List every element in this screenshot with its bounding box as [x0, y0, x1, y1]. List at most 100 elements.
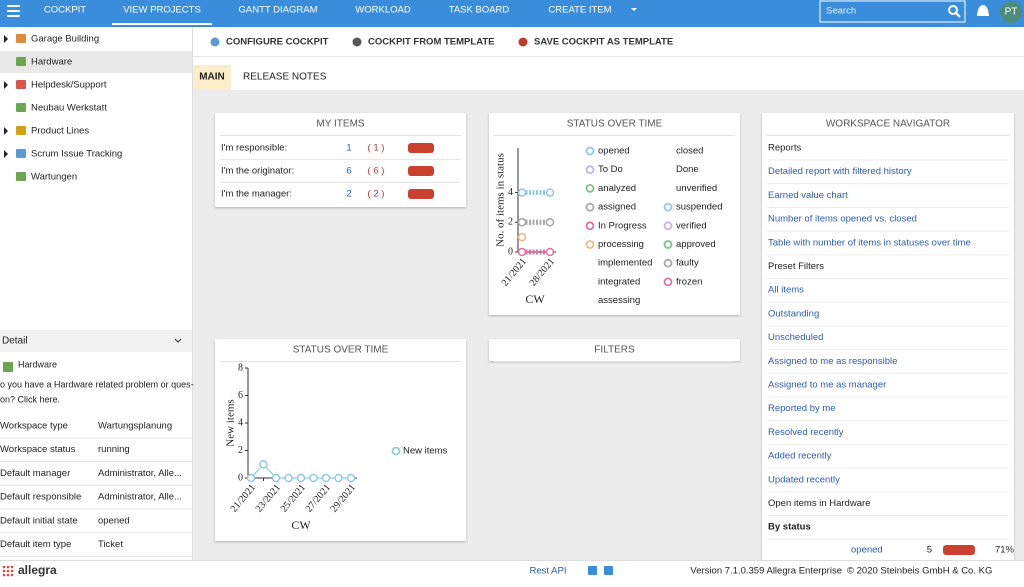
detail-description: o you have a Hardware related problem or…	[0, 379, 194, 389]
tab[interactable]: RELEASE NOTES	[243, 72, 327, 83]
navigator-item[interactable]: Unscheduled	[768, 332, 823, 343]
my-items-open[interactable]: ( 1 )	[368, 143, 385, 154]
row-divider	[767, 515, 1009, 516]
toolbar-button[interactable]: SAVE COCKPIT AS TEMPLATE	[534, 37, 673, 48]
legend-marker	[585, 240, 595, 249]
project-name[interactable]: Garage Building	[31, 34, 99, 45]
my-items-count[interactable]: 2	[346, 189, 351, 200]
navigator-item[interactable]: All items	[768, 285, 804, 296]
legend-marker	[663, 258, 673, 268]
project-name[interactable]: Scrum Issue Tracking	[31, 149, 122, 160]
project-name[interactable]: Helpdesk/Support	[31, 80, 107, 91]
my-items-bar	[408, 166, 434, 176]
nav-item[interactable]: VIEW PROJECTS	[123, 5, 201, 16]
logo-dot	[2, 569, 6, 573]
legend-marker	[585, 202, 595, 212]
legend-label: analyzed	[598, 183, 636, 194]
property-label: Workspace type	[0, 421, 68, 432]
row-divider	[767, 206, 1009, 208]
toolbar-button[interactable]: CONFIGURE COCKPIT	[226, 37, 329, 48]
detail-chevron[interactable]	[174, 338, 182, 343]
nav-item[interactable]: COCKPIT	[44, 5, 86, 16]
legend-marker	[663, 240, 673, 249]
tree-expander[interactable]	[4, 35, 8, 43]
navigator-item[interactable]: Detailed report with filtered history	[768, 166, 912, 177]
avatar[interactable]	[1000, 1, 1022, 23]
footer-icon	[588, 566, 597, 575]
navigator-item[interactable]: Resolved recently	[768, 427, 844, 438]
row-divider	[767, 325, 1009, 327]
project-icon	[16, 172, 26, 181]
dropdown-caret[interactable]	[631, 8, 637, 11]
series-point	[517, 232, 527, 242]
y-tick-label: 0	[508, 246, 513, 257]
project-name[interactable]: Neubau Werkstatt	[31, 103, 107, 114]
footer-border	[0, 560, 1024, 561]
project-name[interactable]: Hardware	[31, 57, 72, 68]
my-items-open[interactable]: ( 2 )	[368, 189, 385, 200]
property-value: running	[98, 444, 130, 455]
x-axis-label: CW	[525, 292, 545, 306]
widget	[489, 339, 740, 361]
status-row-label[interactable]: opened	[851, 545, 883, 556]
tab[interactable]: MAIN	[199, 72, 225, 83]
rest-api-link[interactable]: Rest API	[530, 566, 567, 577]
navigator-item[interactable]: Outstanding	[768, 308, 819, 319]
navigator-item[interactable]: Earned value chart	[768, 190, 848, 201]
project-name[interactable]: Product Lines	[31, 126, 89, 137]
project-icon	[16, 126, 26, 135]
search-icon[interactable]	[948, 5, 958, 15]
navigator-item[interactable]: Added recently	[768, 451, 832, 462]
navigator-item[interactable]: Reported by me	[768, 403, 836, 414]
nav-item[interactable]: GANTT DIAGRAM	[239, 5, 318, 16]
legend-label: suspended	[676, 202, 722, 213]
series-point	[259, 460, 268, 469]
logo-dot	[2, 565, 6, 569]
toolbar-button[interactable]: COCKPIT FROM TEMPLATE	[368, 37, 494, 48]
search-placeholder[interactable]: Search	[826, 6, 856, 17]
project-name[interactable]: Wartungen	[31, 172, 77, 183]
bell-icon[interactable]	[977, 5, 989, 16]
legend-label: assessing	[598, 295, 640, 306]
tab-active-bg	[193, 65, 231, 90]
widget-title: WORKSPACE NAVIGATOR	[826, 119, 950, 130]
toolbar-icon	[352, 37, 362, 47]
navigator-item[interactable]: Assigned to me as manager	[768, 380, 886, 391]
nav-item[interactable]: CREATE ITEM	[548, 5, 611, 16]
legend-label: implemented	[598, 258, 652, 269]
navigator-item: Preset Filters	[768, 261, 824, 272]
workspace-icon	[3, 362, 13, 372]
series-point	[545, 218, 555, 227]
toolbar-icon	[518, 37, 528, 47]
tree-expander[interactable]	[4, 81, 8, 89]
legend-label: New items	[403, 446, 448, 457]
nav-item[interactable]: TASK BOARD	[449, 5, 510, 16]
navigator-item[interactable]: Assigned to me as responsible	[768, 356, 897, 367]
menu-icon	[7, 10, 20, 12]
row-divider	[767, 349, 1009, 351]
footer-icon	[604, 566, 613, 575]
row-divider	[767, 420, 1009, 422]
toolbar-icon	[210, 37, 220, 47]
y-tick-label: 4	[508, 187, 513, 198]
my-items-count[interactable]: 1	[346, 143, 351, 154]
tree-expander[interactable]	[4, 127, 8, 135]
tree-expander[interactable]	[4, 150, 8, 158]
status-row-count: 5	[927, 545, 932, 556]
navigator-item[interactable]: Table with number of items in statuses o…	[768, 237, 971, 248]
legend-marker	[585, 221, 595, 231]
navigator-item[interactable]: Updated recently	[768, 474, 840, 485]
row-divider	[220, 182, 460, 183]
detail-description[interactable]: on? Click here.	[0, 394, 60, 404]
y-axis-label: No. of items in status	[495, 153, 507, 247]
project-icon	[16, 103, 26, 112]
series-point	[517, 188, 527, 197]
my-items-open[interactable]: ( 6 )	[368, 166, 385, 177]
my-items-count[interactable]: 6	[346, 166, 351, 177]
navigator-item[interactable]: Number of items opened vs. closed	[768, 214, 917, 225]
nav-item[interactable]: WORKLOAD	[355, 5, 411, 16]
logo-dot	[2, 573, 6, 577]
widget-title: MY ITEMS	[316, 119, 364, 130]
widget	[762, 113, 1014, 573]
